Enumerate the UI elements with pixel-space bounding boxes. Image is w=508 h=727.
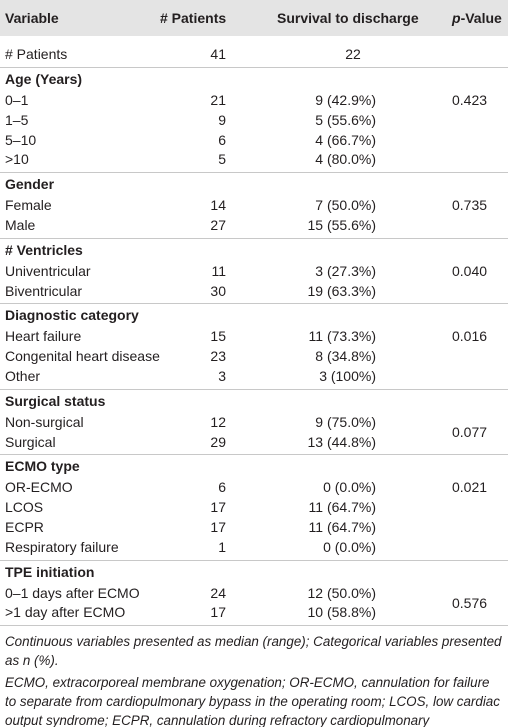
- total-patients: 41: [210, 46, 226, 62]
- header-value: -Value: [460, 10, 502, 26]
- row-patients: 17: [210, 499, 226, 516]
- row-divider: [0, 388, 508, 390]
- row-patients: 1: [218, 538, 226, 555]
- row-survival: 12 (50.0%): [307, 584, 376, 601]
- row-label: 0–1 days after ECMO: [5, 584, 140, 601]
- row-divider: [0, 172, 508, 174]
- row-label: >10: [5, 151, 29, 168]
- row-survival: 4 (80.0%): [315, 151, 376, 168]
- row-patients: 3: [218, 368, 226, 384]
- group-title: TPE initiation: [5, 563, 95, 580]
- row-survival: 3 (100%): [319, 368, 376, 384]
- p-value: 0.735: [452, 197, 488, 214]
- row-label: Surgical: [5, 433, 56, 450]
- row-divider: [0, 625, 508, 627]
- p-value: 0.021: [452, 479, 488, 496]
- row-label: >1 day after ECMO: [5, 604, 126, 621]
- row-patients: 23: [210, 348, 226, 365]
- p-value: 0.077: [452, 423, 488, 440]
- footnote: ECMO, extracorporeal membrane oxygenatio…: [5, 675, 500, 727]
- row-survival: 15 (55.6%): [307, 217, 376, 233]
- row-label: Biventricular: [5, 282, 83, 299]
- row-label: Female: [5, 197, 52, 214]
- row-survival: 11 (73.3%): [308, 328, 376, 345]
- group-title: ECMO type: [5, 458, 80, 475]
- p-value: 0.040: [452, 262, 488, 279]
- p-value: 0.423: [452, 92, 488, 108]
- header-survival: Survival to discharge: [277, 10, 419, 26]
- row-survival: 10 (58.8%): [307, 604, 376, 621]
- row-patients: 14: [210, 197, 226, 214]
- row-patients: 29: [210, 433, 226, 450]
- row-patients: 21: [210, 92, 226, 108]
- group-title: Age (Years): [5, 71, 83, 87]
- row-patients: 9: [218, 111, 226, 128]
- row-patients: 5: [218, 151, 226, 168]
- row-survival: 9 (42.9%): [315, 92, 376, 108]
- row-label: Congenital heart disease: [5, 348, 160, 365]
- row-label: LCOS: [5, 499, 44, 516]
- footnote: Continuous variables presented as median…: [5, 634, 502, 669]
- row-survival: 9 (75.0%): [315, 413, 376, 430]
- row-label: 5–10: [5, 131, 37, 148]
- header-p: p: [452, 10, 461, 26]
- row-patients: 12: [210, 413, 226, 430]
- p-value: 0.576: [452, 594, 488, 611]
- row-label: Respiratory failure: [5, 538, 119, 555]
- row-label: OR-ECMO: [5, 479, 73, 496]
- row-patients: 24: [210, 584, 226, 601]
- row-label: Non-surgical: [5, 413, 84, 430]
- row-patients: 30: [210, 282, 226, 299]
- group-title: # Ventricles: [5, 241, 83, 258]
- row-label: Other: [5, 368, 41, 384]
- row-survival: 4 (66.7%): [315, 131, 376, 148]
- row-survival: 3 (27.3%): [315, 262, 376, 279]
- p-value: 0.016: [452, 328, 488, 345]
- group-title: Gender: [5, 176, 55, 193]
- row-survival: 0 (0.0%): [323, 479, 376, 496]
- header-variable: Variable: [5, 10, 59, 26]
- row-patients: 17: [210, 519, 226, 535]
- row-patients: 6: [218, 131, 226, 148]
- row-divider: [0, 454, 508, 456]
- row-label: ECPR: [5, 519, 44, 535]
- row-patients: 6: [218, 479, 226, 496]
- row-survival: 11 (64.7%): [308, 499, 376, 516]
- header-row: [0, 0, 508, 36]
- row-survival: 7 (50.0%): [315, 197, 376, 214]
- total-survival: 22: [345, 46, 361, 62]
- total-label: # Patients: [5, 46, 68, 62]
- group-title: Surgical status: [5, 392, 106, 409]
- row-patients: 27: [210, 217, 226, 233]
- row-divider: [0, 303, 508, 305]
- row-divider: [0, 237, 508, 239]
- row-survival: 5 (55.6%): [315, 111, 376, 128]
- row-patients: 11: [211, 262, 226, 279]
- row-survival: 0 (0.0%): [323, 538, 376, 555]
- header-patients: # Patients: [160, 10, 227, 26]
- row-divider: [0, 67, 508, 68]
- row-patients: 15: [210, 328, 226, 345]
- row-divider: [0, 559, 508, 561]
- row-survival: 13 (44.8%): [307, 433, 376, 450]
- row-survival: 19 (63.3%): [307, 282, 376, 299]
- row-label: Univentricular: [5, 262, 91, 279]
- row-survival: 11 (64.7%): [308, 519, 376, 535]
- row-label: Heart failure: [5, 328, 82, 345]
- row-survival: 8 (34.8%): [315, 348, 376, 365]
- row-label: Male: [5, 217, 36, 233]
- group-title: Diagnostic category: [5, 307, 139, 324]
- row-label: 0–1: [5, 92, 29, 108]
- row-label: 1–5: [5, 111, 29, 128]
- row-patients: 17: [210, 604, 226, 621]
- header-p-value: p-Value: [452, 9, 502, 27]
